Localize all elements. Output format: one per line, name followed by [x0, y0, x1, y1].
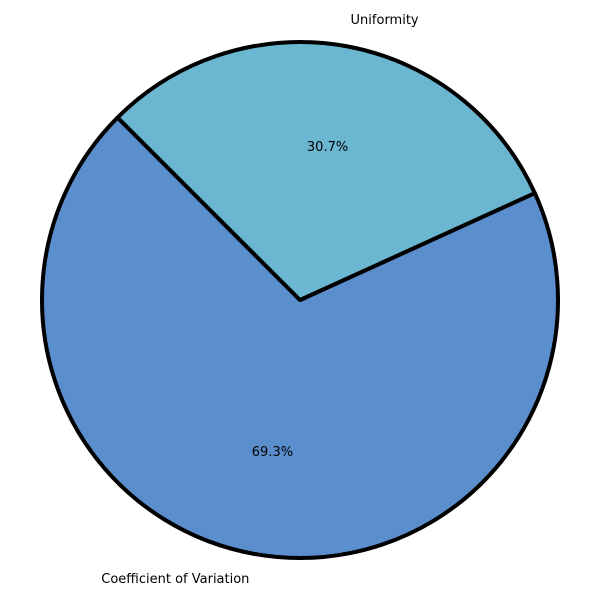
pie-labels: Coefficient of Variation 69.3% Uniformity 3… [101, 13, 419, 587]
slice-label: Coefficient of Variation [101, 572, 249, 587]
slice-percentage-label: 30.7% [307, 140, 348, 155]
pie-slices [40, 40, 560, 560]
pie-slice-coefficient-of-variation [40, 115, 560, 560]
slice-label: Uniformity [351, 13, 419, 28]
slice-percentage-label: 69.3% [252, 445, 293, 460]
pie-slice-uniformity [115, 40, 537, 302]
